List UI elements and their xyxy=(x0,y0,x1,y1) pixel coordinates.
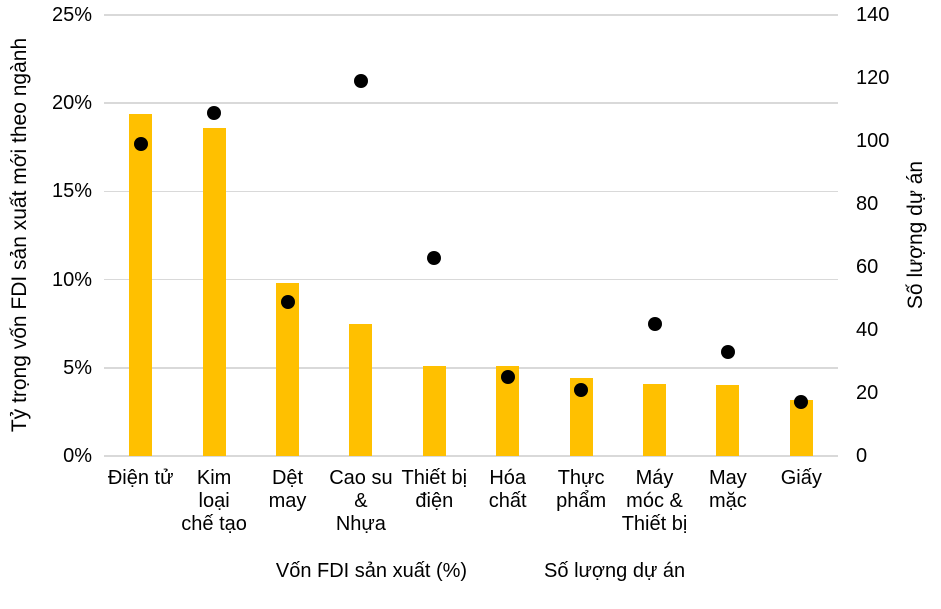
right-axis-tick-label: 100 xyxy=(856,130,890,152)
gridline xyxy=(104,102,838,104)
dot-0 xyxy=(133,137,148,152)
right-axis-tick-label: 0 xyxy=(856,445,868,467)
dot-series-marker-icon xyxy=(523,565,536,578)
bar-3 xyxy=(349,323,373,456)
gridline xyxy=(104,278,838,281)
bar-9 xyxy=(789,399,813,456)
x-axis-category-label: Dệt may xyxy=(268,467,307,512)
left-axis-tick-label: 15% xyxy=(51,180,92,203)
bar-7 xyxy=(643,383,666,456)
dot-9 xyxy=(794,395,809,410)
dot-3 xyxy=(353,74,368,89)
right-axis-tick-label: 20 xyxy=(856,382,879,404)
right-axis-tick-label: 120 xyxy=(856,67,890,89)
x-axis-category-label: Giấy xyxy=(780,467,822,489)
bar-2 xyxy=(276,283,299,456)
gridline xyxy=(104,14,838,16)
x-axis-line xyxy=(104,455,838,457)
chart-legend: Vốn FDI sản xuất (%) Số lượng dự án xyxy=(0,560,941,583)
left-axis-tick-label: 20% xyxy=(51,92,92,115)
x-axis-category-label: Máy móc & Thiết bị xyxy=(621,467,688,535)
legend-item-fdi-share: Vốn FDI sản xuất (%) xyxy=(256,560,467,583)
gridline xyxy=(104,367,838,369)
left-axis-tick-label: 25% xyxy=(51,4,92,26)
legend-label-fdi-share: Vốn FDI sản xuất (%) xyxy=(275,560,468,582)
gridline xyxy=(104,190,838,193)
dot-6 xyxy=(574,382,589,397)
bar-5 xyxy=(496,366,520,456)
legend-label-project-count: Số lượng dự án xyxy=(544,560,686,582)
right-axis-tick-label: 140 xyxy=(856,4,890,26)
dot-7 xyxy=(647,316,662,331)
x-axis-category-label: Cao su & Nhựa xyxy=(329,467,393,535)
dot-2 xyxy=(280,294,295,309)
bar-4 xyxy=(422,366,446,456)
bar-1 xyxy=(202,127,226,456)
dot-4 xyxy=(427,250,442,265)
x-axis-category-label: Điện tử xyxy=(107,467,174,489)
left-axis-tick-label: 0% xyxy=(63,445,92,467)
dot-8 xyxy=(720,345,735,360)
bar-8 xyxy=(716,385,740,456)
bar-6 xyxy=(569,378,593,456)
x-axis-category-label: Hóa chất xyxy=(488,467,527,512)
left-axis-tick-label: 10% xyxy=(51,268,92,291)
x-axis-category-label: Kim loại chế tạo xyxy=(181,467,247,535)
x-axis-category-label: Thực phẩm xyxy=(556,467,607,512)
right-axis-tick-label: 60 xyxy=(856,256,879,278)
bar-series-marker-icon xyxy=(256,566,268,578)
legend-item-project-count: Số lượng dự án xyxy=(523,560,685,583)
dot-5 xyxy=(500,370,515,385)
right-axis-tick-label: 40 xyxy=(856,319,879,341)
right-axis-tick-label: 80 xyxy=(856,193,879,215)
left-axis-tick-label: 5% xyxy=(63,356,92,379)
bar-0 xyxy=(129,113,153,456)
x-axis-category-label: May mặc xyxy=(708,467,747,512)
dot-1 xyxy=(207,105,222,120)
x-axis-category-label: Thiết bị điện xyxy=(401,467,468,512)
